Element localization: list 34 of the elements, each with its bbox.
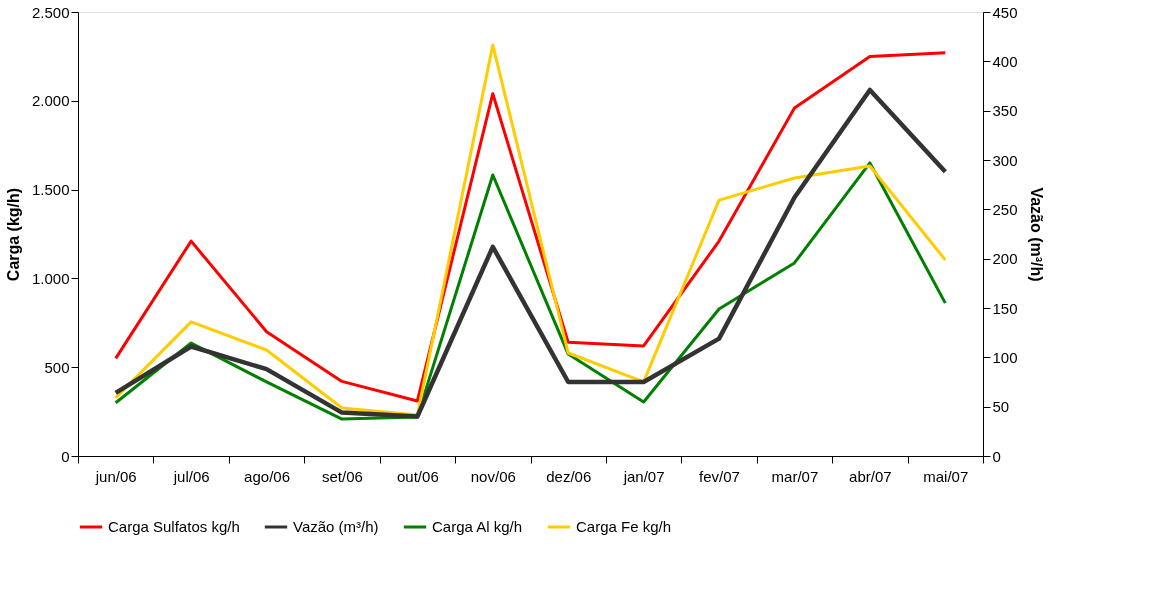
y-tick-label: 2.500: [31, 3, 70, 21]
y-tick-label: 2.000: [31, 92, 70, 110]
legend-label: Carga Al kg/h: [432, 518, 523, 535]
y-tick-label: 500: [44, 358, 70, 376]
x-tick-label: set/06: [322, 467, 363, 485]
legend-label: Carga Fe kg/h: [576, 518, 672, 535]
y2-tick-label: 200: [992, 250, 1018, 268]
x-tick-label: jun/06: [94, 467, 137, 485]
y2-tick-label: 50: [992, 398, 1010, 416]
x-tick-label: mar/07: [771, 467, 819, 485]
x-tick-label: jul/06: [172, 467, 210, 485]
y-tick-label: 0: [61, 447, 70, 465]
y2-tick-label: 300: [992, 151, 1018, 169]
y2-tick-label: 0: [992, 447, 1001, 465]
y-tick-label: 1.000: [31, 269, 70, 287]
x-tick-label: fev/07: [699, 467, 740, 485]
y2-tick-label: 450: [992, 3, 1018, 21]
y2-axis-title: Vazão (m³/h): [1027, 187, 1045, 282]
x-tick-label: nov/06: [470, 467, 516, 485]
y2-tick-label: 100: [992, 348, 1018, 366]
y2-tick-label: 250: [992, 200, 1018, 218]
x-tick-label: ago/06: [244, 467, 290, 485]
legend-label: Carga Sulfatos kg/h: [108, 518, 240, 535]
y-tick-label: 1.500: [31, 181, 70, 199]
y2-tick-label: 350: [992, 102, 1018, 120]
x-tick-label: abr/07: [849, 467, 892, 485]
x-tick-label: mai/07: [923, 467, 969, 485]
x-tick-label: out/06: [397, 467, 439, 485]
y-axis-title: Carga (kg/h): [4, 187, 22, 282]
y2-tick-label: 400: [992, 52, 1018, 70]
legend-label: Vazão (m³/h): [293, 518, 379, 535]
x-tick-label: jan/07: [622, 467, 665, 485]
x-tick-label: dez/06: [546, 467, 592, 485]
y2-tick-label: 150: [992, 299, 1018, 317]
